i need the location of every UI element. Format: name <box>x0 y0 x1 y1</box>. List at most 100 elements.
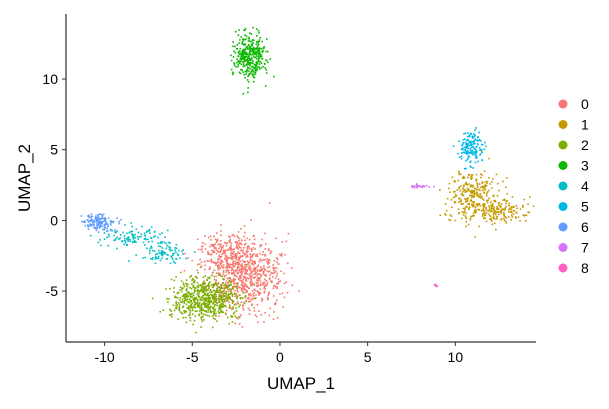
cell-point <box>255 255 257 257</box>
cell-point <box>465 145 468 148</box>
cell-point <box>252 55 255 58</box>
cell-point <box>190 275 192 277</box>
cell-point <box>169 262 172 265</box>
cell-point <box>229 307 232 309</box>
cell-point <box>469 191 472 193</box>
cell-point <box>256 55 258 58</box>
cell-point <box>502 180 504 183</box>
cell-point <box>90 225 92 227</box>
cell-point <box>250 250 253 252</box>
cell-point <box>228 247 231 249</box>
cell-point <box>102 228 104 231</box>
cell-point <box>467 155 470 157</box>
cell-point <box>248 53 251 56</box>
cell-point <box>250 284 252 287</box>
cell-point <box>226 242 229 244</box>
cell-point <box>127 240 129 242</box>
cell-point <box>268 292 270 294</box>
cell-point <box>243 52 245 55</box>
cell-point <box>253 243 256 245</box>
cell-point <box>219 291 221 294</box>
cell-point <box>229 276 231 279</box>
cell-point <box>227 262 229 265</box>
cell-point <box>254 47 257 50</box>
cell-point <box>235 286 237 289</box>
cell-point <box>498 202 501 204</box>
cell-point <box>266 296 269 299</box>
cell-point <box>264 273 267 276</box>
cell-point <box>465 225 467 228</box>
cell-point <box>201 289 204 291</box>
cell-point <box>214 262 217 264</box>
cell-point <box>198 301 201 304</box>
cell-point <box>237 251 240 254</box>
cell-point <box>469 161 471 164</box>
cell-point <box>213 235 215 238</box>
cell-point <box>241 38 244 40</box>
cell-point <box>249 67 251 70</box>
cell-point <box>476 139 478 141</box>
cell-point <box>211 295 214 298</box>
cell-point <box>475 155 478 157</box>
cell-point <box>191 292 193 295</box>
cell-point <box>264 232 266 235</box>
cell-point <box>256 50 259 52</box>
cell-point <box>244 38 246 41</box>
cell-point <box>241 52 244 55</box>
cell-point <box>484 217 487 220</box>
cell-point <box>217 251 220 253</box>
cell-point <box>245 300 248 303</box>
cell-point <box>461 188 464 190</box>
cell-point <box>503 199 506 201</box>
cell-point <box>242 249 244 252</box>
cell-point <box>246 53 248 55</box>
cell-point <box>464 148 466 151</box>
cell-point <box>110 229 112 232</box>
cell-point <box>174 249 176 251</box>
cell-point <box>490 205 493 208</box>
cell-point <box>467 176 469 179</box>
cell-point <box>210 243 213 246</box>
cell-point <box>86 219 89 221</box>
cell-point <box>473 135 476 137</box>
cell-point <box>182 249 184 251</box>
cell-point <box>236 267 239 270</box>
cell-point <box>152 256 154 259</box>
cell-point <box>235 296 238 299</box>
cell-point <box>178 306 180 308</box>
cell-point <box>215 285 218 287</box>
cell-point <box>203 310 206 312</box>
cell-point <box>240 301 243 303</box>
cell-point <box>227 263 230 266</box>
cell-point <box>264 288 267 290</box>
cell-point <box>95 216 98 219</box>
cell-point <box>107 244 110 247</box>
cell-point <box>197 248 200 251</box>
cell-point <box>258 40 260 43</box>
cell-point <box>208 277 211 280</box>
legend-item-3: 3 <box>558 158 589 174</box>
cell-point <box>244 296 247 299</box>
cell-point <box>192 278 195 281</box>
cell-point <box>237 51 240 53</box>
cell-point <box>251 68 254 71</box>
cell-point <box>260 275 262 277</box>
cell-point <box>252 26 254 29</box>
cell-point <box>198 313 200 315</box>
cell-point <box>217 301 219 304</box>
cell-point <box>276 258 279 261</box>
cell-point <box>493 200 495 202</box>
cell-point <box>233 303 236 306</box>
cell-point <box>211 326 214 329</box>
cell-point <box>458 172 460 174</box>
cell-point <box>259 269 262 271</box>
cell-point <box>238 244 240 247</box>
cell-point <box>213 300 216 303</box>
cell-point <box>249 273 251 275</box>
legend-label: 1 <box>581 117 589 133</box>
cell-point <box>474 152 476 155</box>
cell-point <box>96 224 99 227</box>
cell-point <box>213 293 216 295</box>
cell-point <box>248 39 251 42</box>
cell-point <box>258 63 261 65</box>
